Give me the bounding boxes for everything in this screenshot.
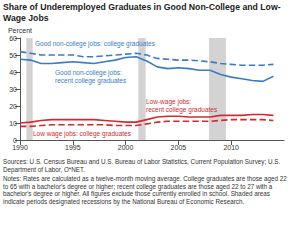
svg-text:2005: 2005: [171, 144, 187, 151]
svg-text:60: 60: [9, 35, 17, 42]
svg-text:Good non-college jobs:: Good non-college jobs:: [55, 69, 122, 77]
svg-text:1995: 1995: [65, 144, 81, 151]
svg-text:Low-wage jobs:: Low-wage jobs:: [146, 98, 191, 106]
svg-text:2010: 2010: [223, 144, 239, 151]
svg-text:30: 30: [9, 86, 17, 93]
svg-text:1990: 1990: [12, 144, 28, 151]
svg-text:50: 50: [9, 52, 17, 59]
html-text:Notes: Rates are calculated as: Notes: Rates are calculated as a twelve-…: [3, 175, 287, 205]
html-text:Sources: U.S. Census Bureau an: Sources: U.S. Census Bureau and U.S. Bur…: [3, 158, 281, 173]
svg-text:recent college graduates: recent college graduates: [55, 77, 127, 85]
svg-text:20: 20: [9, 103, 17, 110]
svg-text:Low wage jobs: college graduat: Low wage jobs: college graduates: [33, 130, 132, 138]
html-text:Share of Underemployed Graduat: Share of Underemployed Graduates in Good…: [3, 2, 281, 23]
svg-text:10: 10: [9, 120, 17, 127]
svg-text:recent college graduates: recent college graduates: [146, 106, 218, 114]
svg-text:Percent: Percent: [8, 27, 32, 34]
svg-text:40: 40: [9, 69, 17, 76]
svg-text:Good non-college jobs: college: Good non-college jobs: college graduates: [35, 40, 156, 48]
svg-text:2000: 2000: [118, 144, 134, 151]
svg-text:0: 0: [13, 137, 17, 144]
